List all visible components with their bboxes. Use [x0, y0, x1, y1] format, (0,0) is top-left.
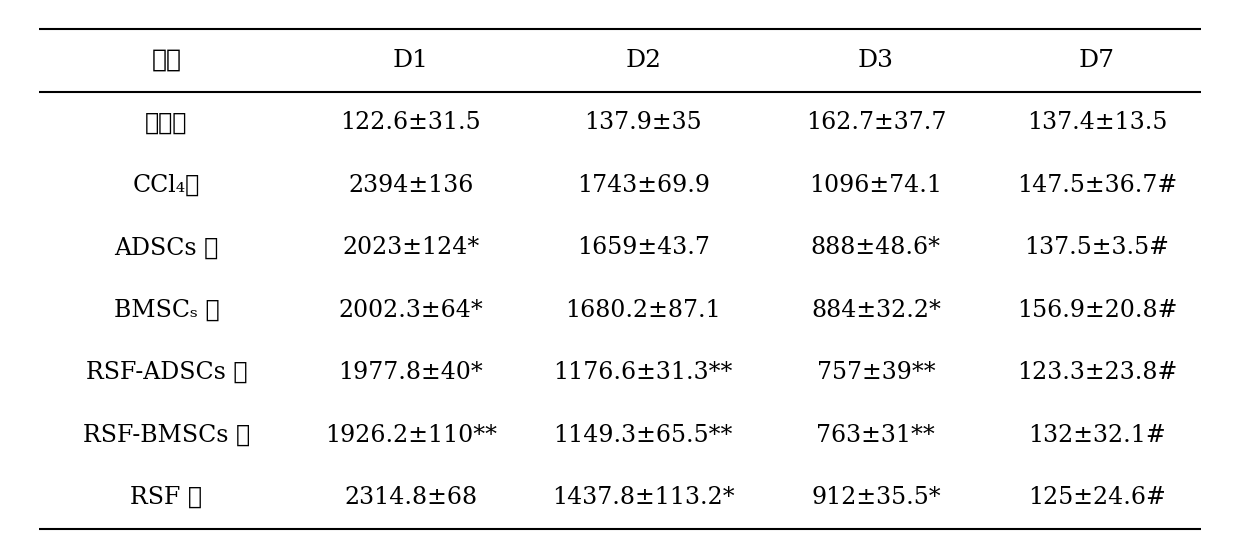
Text: 763±31**: 763±31**	[816, 424, 935, 446]
Text: 分组: 分组	[151, 49, 181, 72]
Text: 123.3±23.8#: 123.3±23.8#	[1017, 361, 1177, 384]
Text: 1680.2±87.1: 1680.2±87.1	[565, 299, 722, 322]
Text: 137.4±13.5: 137.4±13.5	[1027, 112, 1167, 134]
Text: 2002.3±64*: 2002.3±64*	[339, 299, 484, 322]
Text: D2: D2	[625, 49, 661, 72]
Text: 137.5±3.5#: 137.5±3.5#	[1024, 236, 1169, 259]
Text: 1176.6±31.3**: 1176.6±31.3**	[553, 361, 733, 384]
Text: 1149.3±65.5**: 1149.3±65.5**	[553, 424, 733, 446]
Text: RSF-ADSCs 组: RSF-ADSCs 组	[86, 361, 247, 384]
Text: 1977.8±40*: 1977.8±40*	[339, 361, 484, 384]
Text: 1926.2±110**: 1926.2±110**	[325, 424, 497, 446]
Text: 1659±43.7: 1659±43.7	[577, 236, 709, 259]
Text: 1096±74.1: 1096±74.1	[810, 174, 942, 197]
Text: 137.9±35: 137.9±35	[584, 112, 702, 134]
Text: 884±32.2*: 884±32.2*	[811, 299, 941, 322]
Text: RSF 组: RSF 组	[130, 486, 202, 509]
Text: 125±24.6#: 125±24.6#	[1028, 486, 1166, 509]
Text: 757±39**: 757±39**	[817, 361, 935, 384]
Text: 正常组: 正常组	[145, 112, 187, 134]
Text: RSF-BMSCs 组: RSF-BMSCs 组	[83, 424, 250, 446]
Text: 147.5±36.7#: 147.5±36.7#	[1017, 174, 1177, 197]
Text: 156.9±20.8#: 156.9±20.8#	[1017, 299, 1177, 322]
Text: ADSCs 组: ADSCs 组	[114, 236, 218, 259]
Text: CCl₄组: CCl₄组	[133, 174, 200, 197]
Text: 2394±136: 2394±136	[348, 174, 474, 197]
Text: 1743±69.9: 1743±69.9	[577, 174, 709, 197]
Text: 122.6±31.5: 122.6±31.5	[340, 112, 481, 134]
Text: D7: D7	[1079, 49, 1115, 72]
Text: 2023±124*: 2023±124*	[342, 236, 480, 259]
Text: BMSCₛ 组: BMSCₛ 组	[114, 299, 219, 322]
Text: 888±48.6*: 888±48.6*	[811, 236, 941, 259]
Text: 132±32.1#: 132±32.1#	[1028, 424, 1166, 446]
Text: 162.7±37.7: 162.7±37.7	[806, 112, 946, 134]
Text: 912±35.5*: 912±35.5*	[811, 486, 941, 509]
Text: 2314.8±68: 2314.8±68	[343, 486, 477, 509]
Text: D1: D1	[393, 49, 429, 72]
Text: D3: D3	[858, 49, 894, 72]
Text: 1437.8±113.2*: 1437.8±113.2*	[552, 486, 734, 509]
